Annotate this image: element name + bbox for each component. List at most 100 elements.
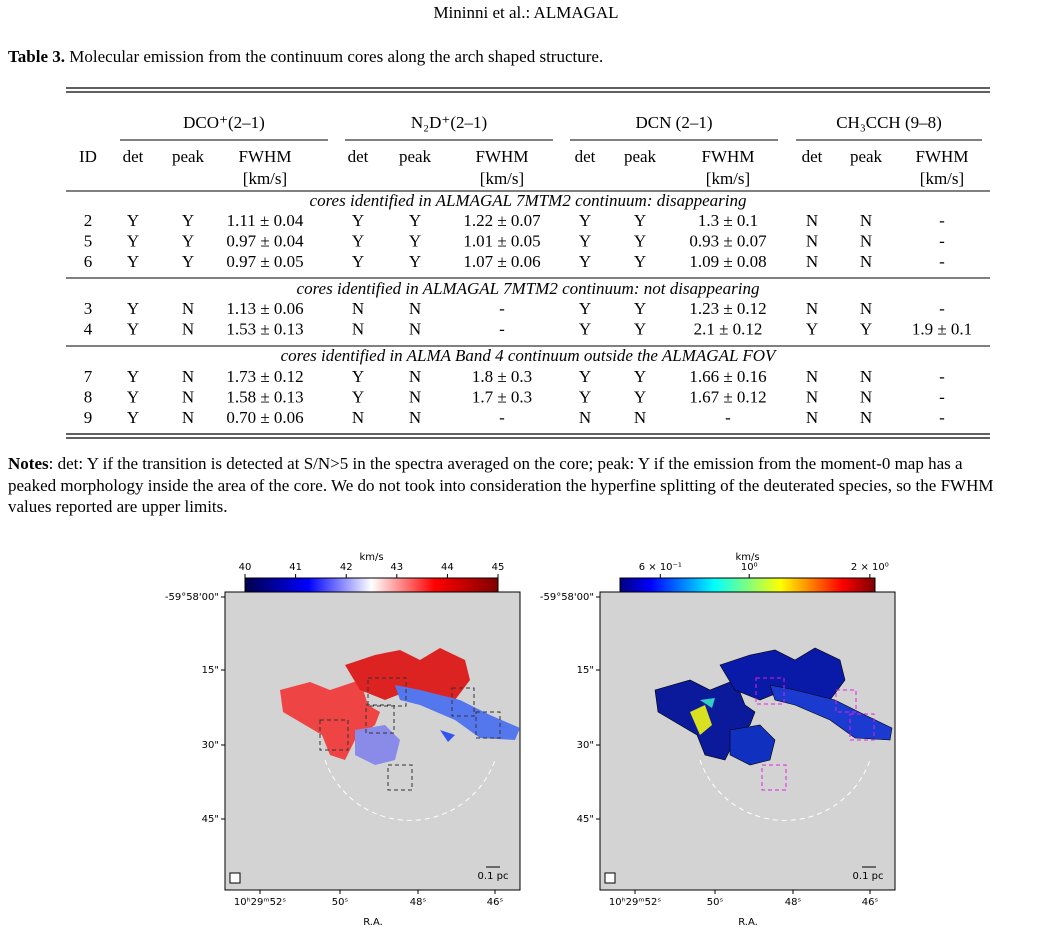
table-cell: - (939, 408, 945, 427)
table-cell: Y (182, 231, 194, 250)
table-cell: N (182, 319, 194, 338)
table-cell: Y (409, 211, 421, 230)
table-cell: Y (579, 367, 591, 386)
table-cell: N (634, 408, 646, 427)
notes-line: Notes: det: Y if the transition is detec… (8, 454, 963, 473)
section-title: cores identified in ALMAGAL 7MTM2 contin… (297, 279, 760, 298)
table-cell: 1.09 ± 0.08 (689, 252, 766, 271)
colorbar-tick-label: 42 (340, 562, 353, 573)
table-cell: N (409, 367, 421, 386)
y-tick-label: 15" (577, 665, 594, 676)
table-cell: - (725, 408, 731, 427)
x-tick-label: 10ʰ29ᵐ52ˢ (609, 897, 661, 908)
column-header: peak (624, 147, 657, 166)
column-header: det (802, 147, 823, 166)
y-tick-label: 30" (577, 740, 594, 751)
table-cell: N (860, 367, 872, 386)
colorbar (244, 577, 499, 593)
table-cell: N (182, 408, 194, 427)
y-tick-label: 15" (202, 665, 219, 676)
column-header: peak (172, 147, 205, 166)
table-cell: Y (182, 211, 194, 230)
group-header: N₂D⁺(2–1) (411, 113, 487, 132)
column-header: peak (850, 147, 883, 166)
notes-line: peaked morphology inside the area of the… (8, 476, 993, 495)
table-cell: - (939, 252, 945, 271)
table-cell: Y (634, 387, 646, 406)
table-cell: N (352, 299, 364, 318)
table-cell: 1.13 ± 0.06 (226, 299, 303, 318)
colorbar-unit: km/s (735, 552, 759, 563)
map-right (599, 591, 896, 891)
table-cell: 5 (84, 231, 93, 250)
column-unit: [km/s] (920, 169, 964, 188)
table-cell: Y (409, 231, 421, 250)
table-cell: Y (579, 252, 591, 271)
table-cell: N (860, 387, 872, 406)
column-header: det (575, 147, 596, 166)
table-cell: 1.7 ± 0.3 (472, 387, 532, 406)
table-cell: Y (579, 299, 591, 318)
colorbar (619, 577, 876, 593)
table-cell: Y (579, 231, 591, 250)
table-cell: 2 (84, 211, 93, 230)
table-cell: N (806, 408, 818, 427)
table-cell: N (806, 299, 818, 318)
x-axis-label: R.A. (363, 917, 383, 928)
table-cell: 9 (84, 408, 93, 427)
group-header: DCN (2–1) (636, 113, 713, 132)
table-cell: Y (352, 367, 364, 386)
y-tick-label: -59°58'00" (165, 592, 219, 603)
table-caption: Table 3. Molecular emission from the con… (8, 47, 603, 66)
colorbar-unit: km/s (359, 552, 383, 563)
scale-bar-label: 0.1 pc (853, 871, 884, 882)
table-cell: Y (352, 231, 364, 250)
table-cell: N (806, 252, 818, 271)
table-cell: 1.73 ± 0.12 (226, 367, 303, 386)
column-header: det (348, 147, 369, 166)
table-cell: 1.3 ± 0.1 (698, 211, 758, 230)
table-cell: N (860, 211, 872, 230)
table-cell: N (352, 319, 364, 338)
notes-text: : det: Y if the transition is detected a… (49, 454, 963, 473)
table-cell: - (939, 367, 945, 386)
x-tick-label: 46ˢ (862, 897, 879, 908)
table-cell: N (409, 319, 421, 338)
table-cell: N (182, 299, 194, 318)
table-cell: Y (634, 211, 646, 230)
table-cell: Y (127, 211, 139, 230)
y-tick-label: -59°58'00" (540, 592, 594, 603)
table-cell: Y (634, 299, 646, 318)
y-tick-label: 45" (577, 814, 594, 825)
x-tick-label: 48ˢ (785, 897, 802, 908)
table-cell: - (499, 319, 505, 338)
colorbar-tick-label: 40 (239, 562, 252, 573)
colorbar-tick-label: 44 (441, 562, 454, 573)
y-tick-label: 30" (202, 740, 219, 751)
scale-bar-label: 0.1 pc (478, 871, 509, 882)
column-header: peak (399, 147, 432, 166)
table-cell: 1.8 ± 0.3 (472, 367, 532, 386)
table-cell: 6 (84, 252, 93, 271)
table-cell: Y (127, 319, 139, 338)
table-cell: Y (127, 231, 139, 250)
table-cell: N (806, 211, 818, 230)
column-header: det (123, 147, 144, 166)
x-tick-label: 48ˢ (410, 897, 427, 908)
x-tick-label: 50ˢ (707, 897, 724, 908)
notes-line: values reported are upper limits. (8, 497, 228, 516)
table-cell: 1.22 ± 0.07 (463, 211, 541, 230)
table-cell: Y (127, 299, 139, 318)
x-tick-label: 10ʰ29ᵐ52ˢ (234, 897, 286, 908)
table-cell: Y (579, 387, 591, 406)
table-cell: 1.01 ± 0.05 (463, 231, 540, 250)
column-unit: [km/s] (706, 169, 750, 188)
caption-label: Table 3. (8, 47, 65, 66)
table-cell: 1.67 ± 0.12 (689, 387, 766, 406)
table-cell: Y (579, 211, 591, 230)
table-cell: N (579, 408, 591, 427)
table-cell: N (860, 252, 872, 271)
column-header: FWHM (702, 147, 755, 166)
colorbar-tick-label: 6 × 10⁻¹ (639, 562, 682, 573)
